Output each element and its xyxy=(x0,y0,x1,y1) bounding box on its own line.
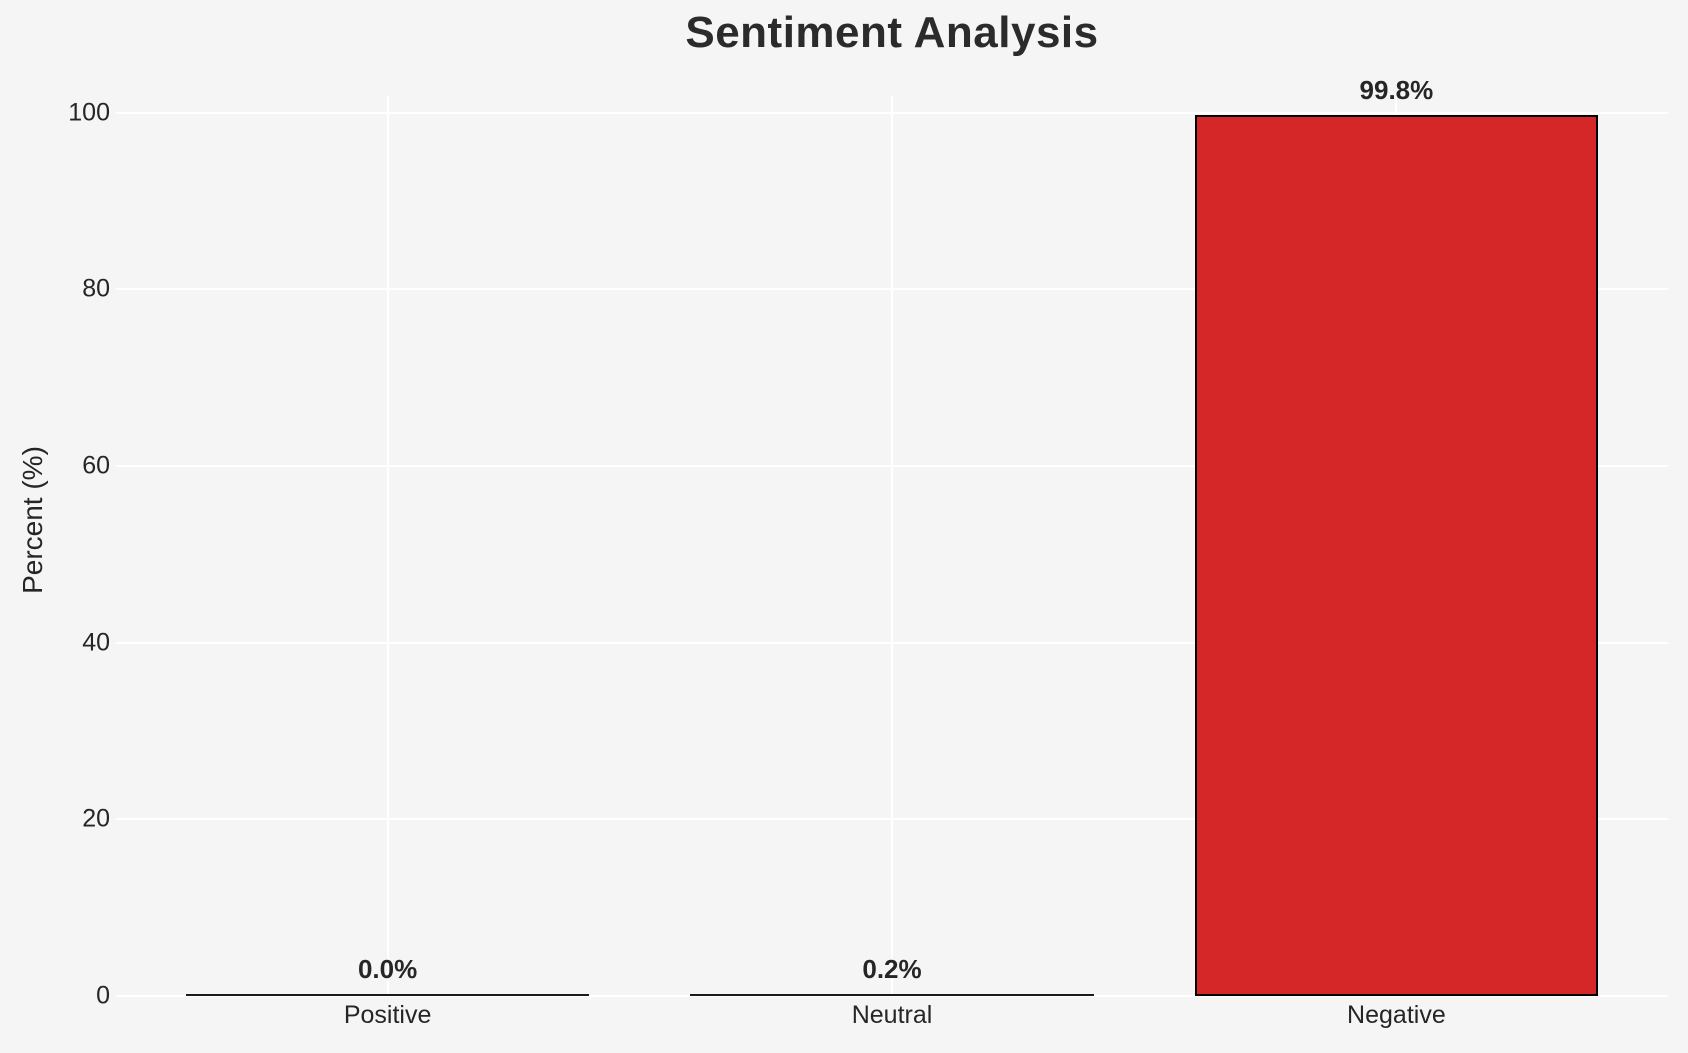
bar-value-label-negative: 99.8% xyxy=(1359,74,1434,105)
v-gridline-neutral xyxy=(891,96,893,996)
y-tick-label-60: 60 xyxy=(82,451,110,480)
y-tick-label-100: 100 xyxy=(68,98,110,127)
y-tick-label-40: 40 xyxy=(82,628,110,657)
y-tick-label-0: 0 xyxy=(96,981,110,1010)
bar-negative xyxy=(1194,114,1599,996)
y-tick-label-20: 20 xyxy=(82,804,110,833)
bar-positive xyxy=(185,993,590,996)
v-gridline-positive xyxy=(386,96,389,996)
x-tick-label-neutral: Neutral xyxy=(851,1001,933,1029)
y-tick-label-80: 80 xyxy=(82,274,110,303)
x-tick-label-negative: Negative xyxy=(1347,1001,1446,1029)
bar-value-label-positive: 0.0% xyxy=(357,953,418,984)
chart-title: Sentiment Analysis xyxy=(685,8,1099,57)
plot-area: 0.0% 0.2% 99.8% xyxy=(116,75,1668,997)
bar-neutral xyxy=(690,993,1094,996)
x-tick-label-positive: Positive xyxy=(343,1001,432,1029)
h-gridline-0 xyxy=(116,995,1668,997)
bar-value-label-neutral: 0.2% xyxy=(862,953,922,984)
